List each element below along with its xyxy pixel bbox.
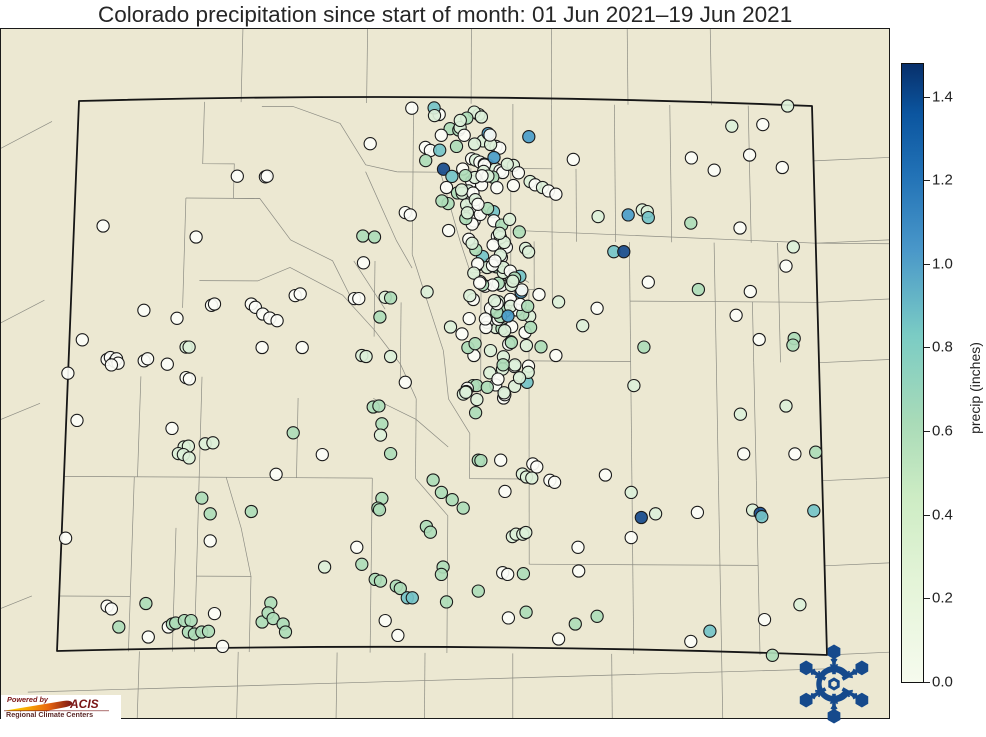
svg-text:Powered by: Powered by <box>7 695 49 704</box>
svg-text:Regional Climate Centers: Regional Climate Centers <box>6 710 93 719</box>
svg-text:ACIS: ACIS <box>69 697 99 711</box>
